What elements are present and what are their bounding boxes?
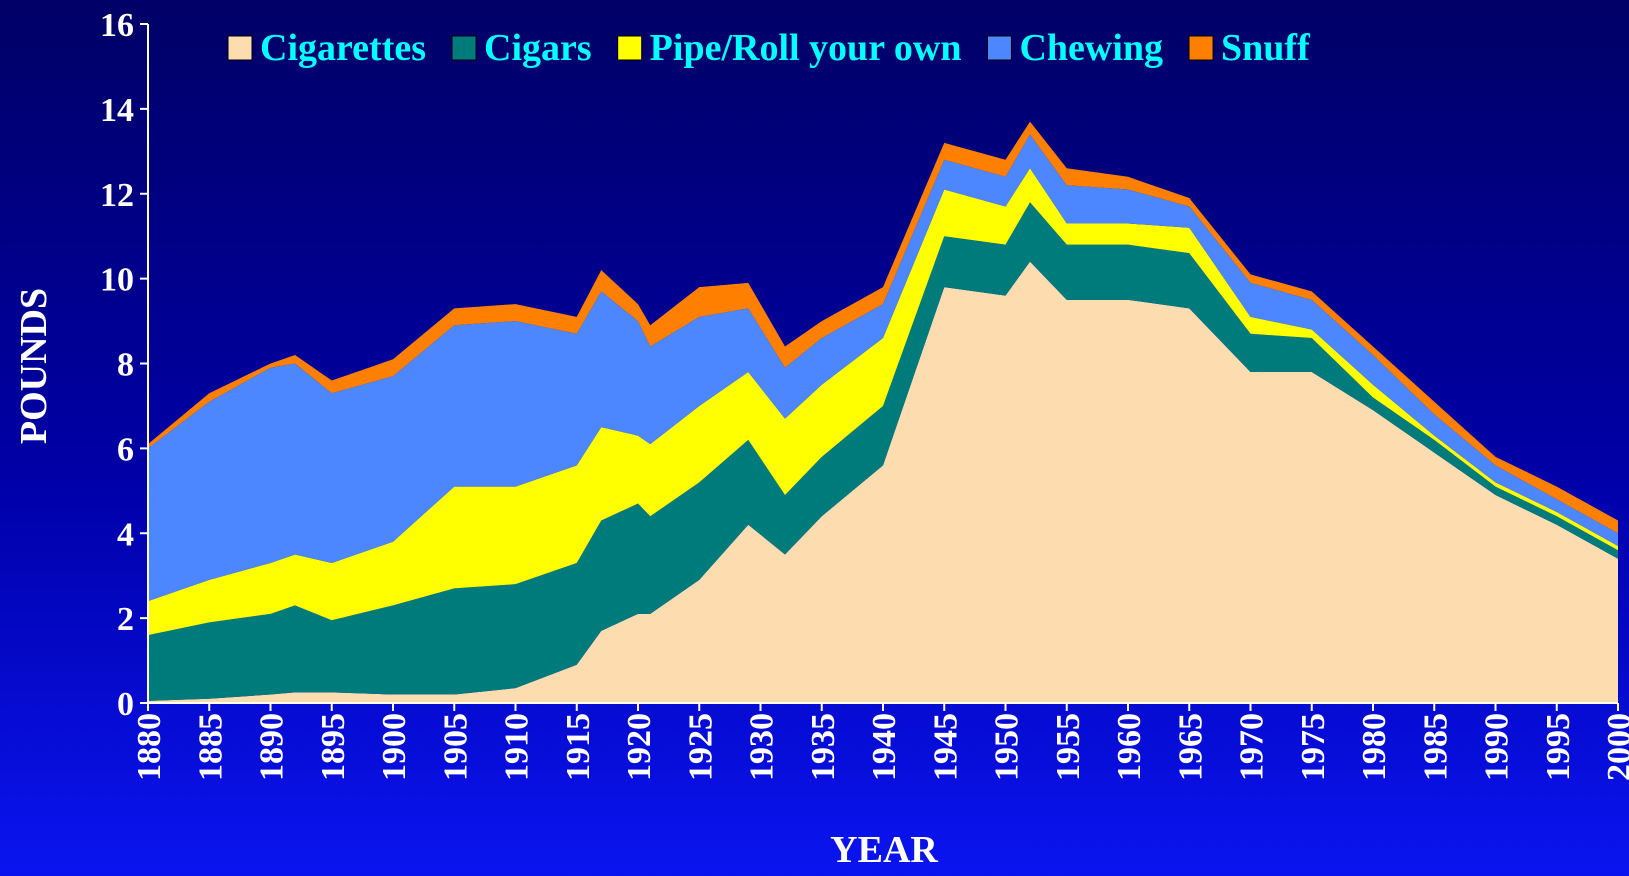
x-tick-label: 1895 — [315, 713, 352, 781]
area — [148, 121, 1618, 534]
x-tick-label: 1995 — [1540, 713, 1577, 781]
legend-swatch — [451, 35, 477, 61]
area — [148, 134, 1618, 602]
y-tick-label: 0 — [117, 686, 134, 723]
y-tick-label: 4 — [117, 516, 134, 553]
x-tick-label: 1975 — [1295, 713, 1332, 781]
x-tick-label: 1990 — [1479, 713, 1516, 781]
x-tick-label: 1970 — [1234, 713, 1271, 781]
x-tick-label: 1930 — [744, 713, 781, 781]
x-tick-label: 1985 — [1417, 713, 1454, 781]
x-tick-label: 1885 — [192, 713, 229, 781]
y-tick-label: 16 — [100, 7, 134, 44]
x-tick-label: 1915 — [560, 713, 597, 781]
y-tick-label: 8 — [117, 347, 134, 384]
y-tick-label: 2 — [117, 601, 134, 638]
legend-label: Pipe/Roll your own — [650, 27, 962, 69]
y-axis-label: POUNDS — [13, 288, 55, 444]
y-tick-label: 10 — [100, 262, 134, 299]
x-tick-label: 1960 — [1111, 713, 1148, 781]
y-tick-label: 14 — [100, 92, 134, 129]
legend-label: Cigars — [484, 27, 592, 69]
x-tick-label: 1910 — [499, 713, 536, 781]
x-axis-label: YEAR — [830, 829, 938, 871]
x-tick-label: 1935 — [805, 713, 842, 781]
legend-swatch — [986, 35, 1012, 61]
x-tick-label: 1965 — [1172, 713, 1209, 781]
legend-swatch — [227, 35, 253, 61]
legend-swatch — [1188, 35, 1214, 61]
legend-label: Snuff — [1221, 27, 1311, 69]
x-tick-label: 1890 — [254, 713, 291, 781]
x-tick-label: 1955 — [1050, 713, 1087, 781]
y-tick-label: 6 — [117, 431, 134, 468]
x-tick-label: 1945 — [927, 713, 964, 781]
x-tick-label: 1950 — [989, 713, 1026, 781]
x-tick-label: 1980 — [1356, 713, 1393, 781]
x-tick-label: 1920 — [621, 713, 658, 781]
x-tick-label: 1925 — [682, 713, 719, 781]
area — [148, 168, 1618, 636]
x-tick-label: 1900 — [376, 713, 413, 781]
x-tick-label: 2000 — [1601, 713, 1629, 781]
y-tick-label: 12 — [100, 177, 134, 214]
area — [148, 202, 1618, 701]
x-tick-label: 1905 — [437, 713, 474, 781]
legend-label: Cigarettes — [260, 27, 426, 69]
legend-label: Chewing — [1019, 27, 1163, 69]
legend-swatch — [617, 35, 643, 61]
x-tick-label: 1880 — [131, 713, 168, 781]
x-tick-label: 1940 — [866, 713, 903, 781]
